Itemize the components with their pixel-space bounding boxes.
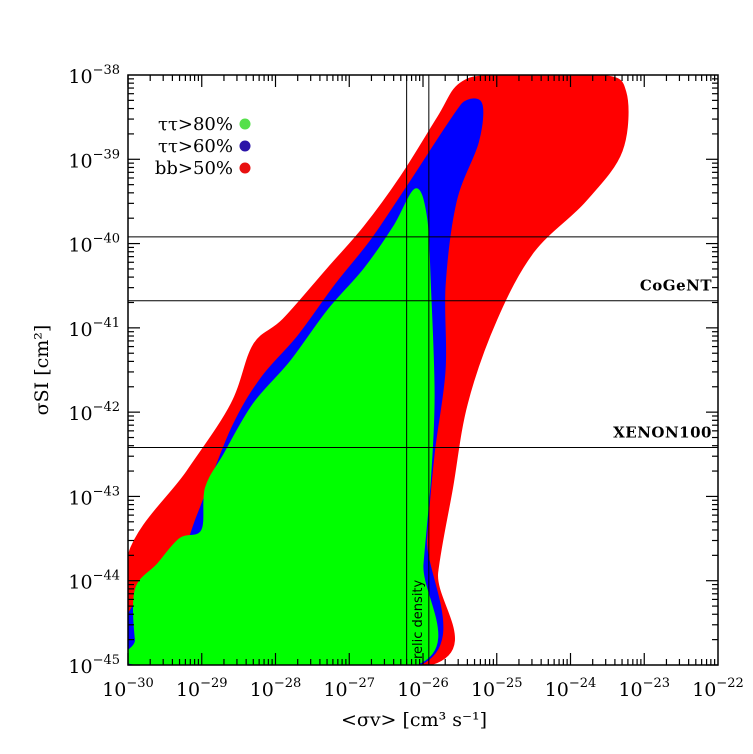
y-axis-label: σSI [cm²] [31,325,53,416]
shaded-regions [128,75,629,665]
legend-label-0: ττ>80% [158,114,233,135]
y-tick-label-4: 10−42 [68,400,120,425]
x-tick-label-6: 10−24 [545,676,597,701]
vline-label-1: relic density [411,579,426,659]
y-tick-label-7: 10−45 [68,653,120,678]
legend-marker-0 [239,118,251,130]
y-tick-label-3: 10−41 [68,316,120,341]
hline-label-2: XENON100 [613,424,712,442]
x-tick-label-7: 10−23 [618,676,670,701]
reference-lines [128,75,718,665]
legend-label-2: bb>50% [155,158,233,179]
legend-label-1: ττ>60% [158,136,233,157]
x-tick-label-2: 10−28 [250,676,302,701]
x-tick-label-0: 10−30 [102,676,154,701]
x-axis-label: <σv> [cm³ s⁻¹] [341,709,487,731]
legend-marker-1 [239,140,251,152]
x-tick-label-1: 10−29 [176,676,228,701]
axis-ticks [127,75,718,666]
x-tick-label-4: 10−26 [397,676,449,701]
y-tick-label-5: 10−43 [68,484,120,509]
y-tick-label-2: 10−40 [68,232,120,257]
region-2 [128,188,439,665]
y-tick-label-6: 10−44 [68,569,120,594]
hline-label-1: CoGeNT [640,277,713,295]
legend-marker-2 [239,162,251,174]
legend: ττ>80%ττ>60%bb>50% [155,114,251,179]
y-tick-label-1: 10−39 [68,147,120,172]
y-tick-label-0: 10−38 [68,63,120,88]
tick-labels: 10−30 10−29 10−28 10−27 10−26 10−25 10−24 10−23… [68,63,743,701]
reference-labels: CoGeNT XENON100 relic density [411,277,712,659]
x-tick-label-8: 10−22 [692,676,744,701]
x-tick-label-3: 10−27 [323,676,375,701]
x-tick-label-5: 10−25 [471,676,523,701]
